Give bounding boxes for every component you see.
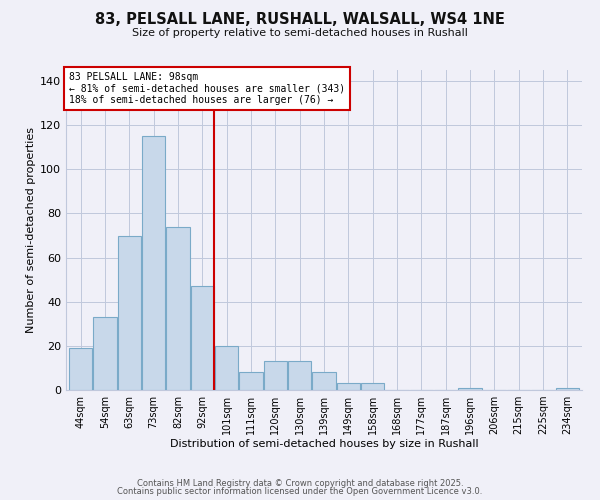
Bar bbox=[118, 236, 141, 390]
Text: Contains HM Land Registry data © Crown copyright and database right 2025.: Contains HM Land Registry data © Crown c… bbox=[137, 478, 463, 488]
Bar bbox=[313, 372, 335, 390]
Bar bbox=[142, 136, 165, 390]
Bar bbox=[556, 388, 579, 390]
X-axis label: Distribution of semi-detached houses by size in Rushall: Distribution of semi-detached houses by … bbox=[170, 438, 478, 448]
Bar bbox=[191, 286, 214, 390]
Bar bbox=[215, 346, 238, 390]
Bar bbox=[264, 362, 287, 390]
Bar bbox=[69, 348, 92, 390]
Bar bbox=[166, 226, 190, 390]
Bar bbox=[239, 372, 263, 390]
Text: 83, PELSALL LANE, RUSHALL, WALSALL, WS4 1NE: 83, PELSALL LANE, RUSHALL, WALSALL, WS4 … bbox=[95, 12, 505, 28]
Bar bbox=[94, 317, 116, 390]
Text: Contains public sector information licensed under the Open Government Licence v3: Contains public sector information licen… bbox=[118, 487, 482, 496]
Bar bbox=[361, 384, 384, 390]
Text: 83 PELSALL LANE: 98sqm
← 81% of semi-detached houses are smaller (343)
18% of se: 83 PELSALL LANE: 98sqm ← 81% of semi-det… bbox=[68, 72, 345, 105]
Y-axis label: Number of semi-detached properties: Number of semi-detached properties bbox=[26, 127, 36, 333]
Text: Size of property relative to semi-detached houses in Rushall: Size of property relative to semi-detach… bbox=[132, 28, 468, 38]
Bar bbox=[458, 388, 482, 390]
Bar bbox=[337, 384, 360, 390]
Bar bbox=[288, 362, 311, 390]
